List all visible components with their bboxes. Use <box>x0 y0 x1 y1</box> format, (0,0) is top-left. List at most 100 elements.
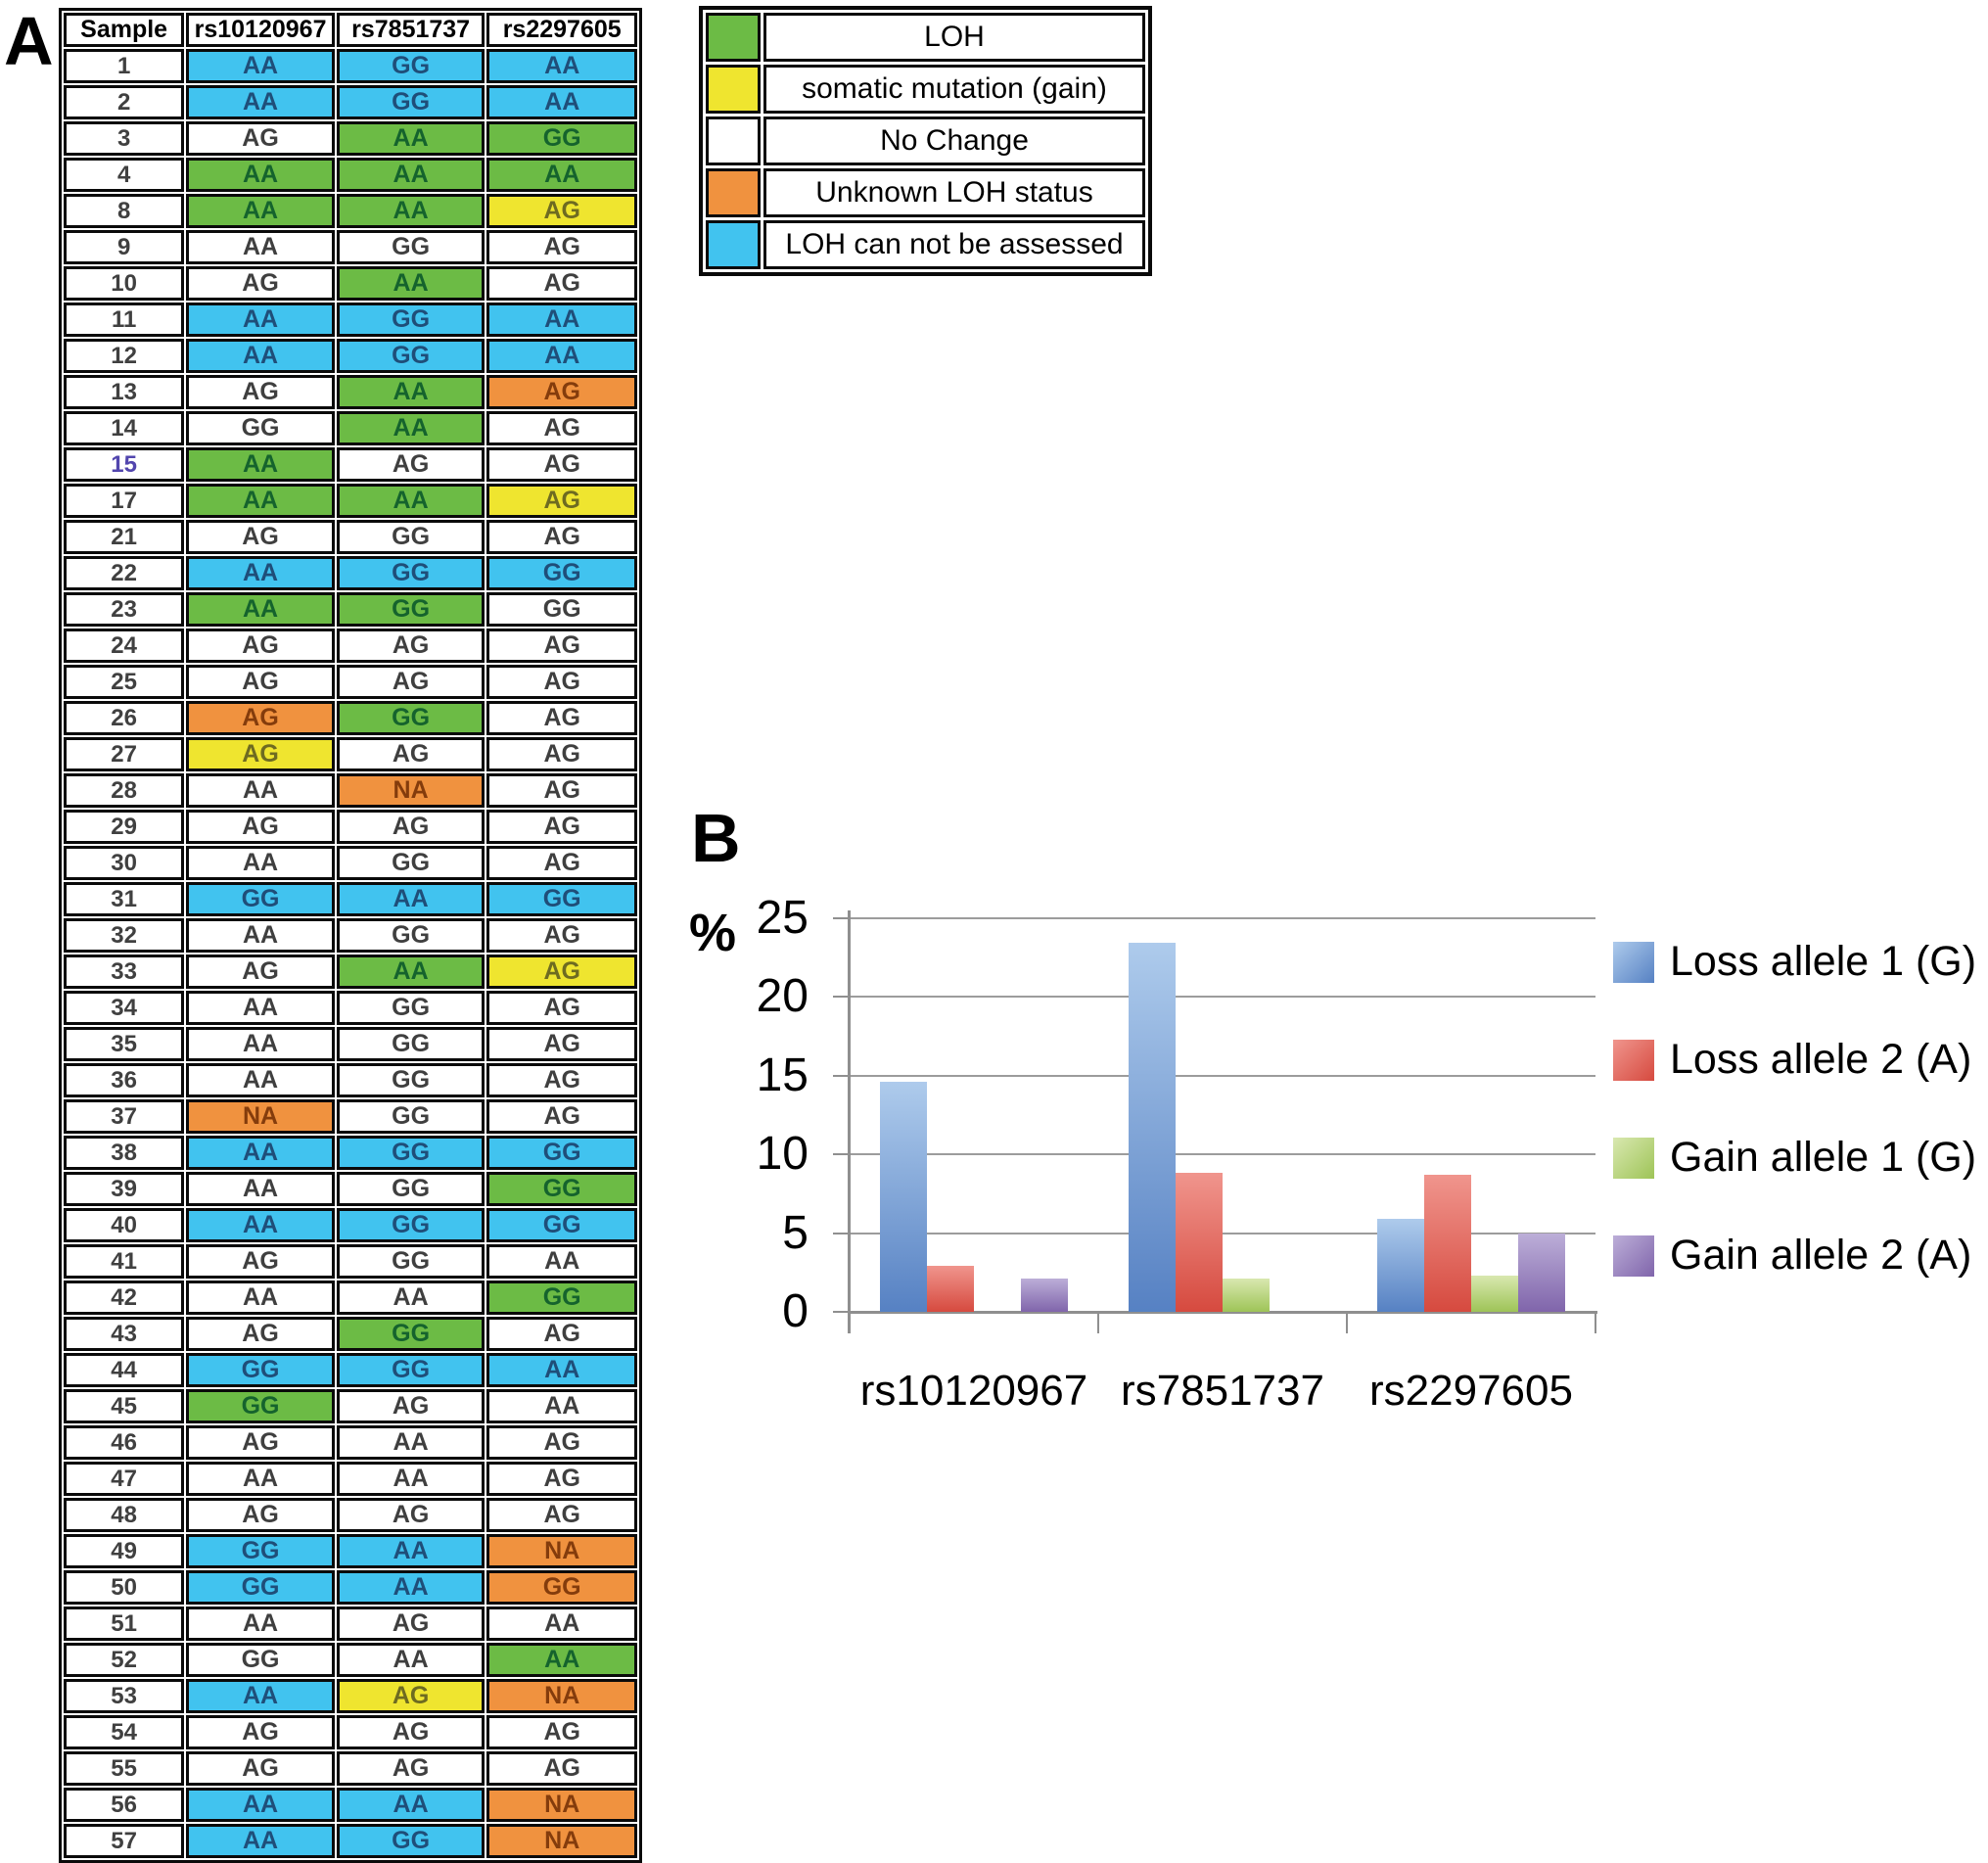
legend-label: somatic mutation (gain) <box>763 65 1145 114</box>
gridline <box>850 916 1595 919</box>
sample-cell: 46 <box>64 1425 185 1460</box>
chart-legend-swatch <box>1613 1234 1654 1277</box>
genotype-cell: AG <box>186 1425 335 1460</box>
genotype-cell: AG <box>486 484 637 518</box>
genotype-cell: AA <box>186 447 335 482</box>
genotype-cell: GG <box>336 1063 485 1097</box>
sample-cell: 52 <box>64 1643 185 1677</box>
legend-row: No Change <box>706 116 1145 165</box>
genotype-cell: GG <box>336 520 485 554</box>
sample-cell: 34 <box>64 991 185 1025</box>
table-row: 41 AG GG AA <box>64 1244 637 1279</box>
genotype-cell: AA <box>186 1208 335 1242</box>
table-row: 50 GG AA GG <box>64 1570 637 1605</box>
sample-cell: 10 <box>64 266 185 301</box>
table-row: 52 GG AA AA <box>64 1643 637 1677</box>
sample-cell: 42 <box>64 1281 185 1315</box>
genotype-cell: AG <box>486 1027 637 1061</box>
chart-legend-label: Loss allele 2 (A) <box>1670 1036 1972 1083</box>
genotype-cell: GG <box>186 411 335 445</box>
x-category-label: rs7851737 <box>1121 1367 1324 1415</box>
genotype-cell: AG <box>486 918 637 953</box>
genotype-cell: GG <box>486 1281 637 1315</box>
sample-cell: 22 <box>64 556 185 590</box>
chart-legend-swatch <box>1613 1039 1654 1081</box>
table-row: 10 AG AA AG <box>64 266 637 301</box>
genotype-cell: AA <box>336 1425 485 1460</box>
genotype-cell: AA <box>186 230 335 264</box>
genotype-cell: AA <box>336 955 485 989</box>
genotype-cell: GG <box>336 303 485 337</box>
sample-cell: 55 <box>64 1751 185 1786</box>
table-row: 29 AG AG AG <box>64 810 637 844</box>
column-header-rs7851737: rs7851737 <box>336 13 485 47</box>
y-tick-label: 15 <box>756 1048 809 1101</box>
gridline <box>850 1074 1595 1077</box>
sample-cell: 45 <box>64 1389 185 1423</box>
genotype-cell: GG <box>186 1643 335 1677</box>
bar-loss-allele-1-g- <box>1377 1219 1424 1312</box>
genotype-cell: AA <box>186 1281 335 1315</box>
genotype-cell: AA <box>186 773 335 808</box>
table-row: 14 GG AA AG <box>64 411 637 445</box>
genotype-cell: AG <box>486 701 637 735</box>
chart-legend-label: Loss allele 1 (G) <box>1670 938 1977 985</box>
chart-legend-swatch <box>1613 1137 1654 1179</box>
y-tick-label: 20 <box>756 970 809 1022</box>
genotype-cell: GG <box>486 1172 637 1206</box>
genotype-cell: GG <box>336 1244 485 1279</box>
genotype-cell: AA <box>186 1824 335 1858</box>
genotype-cell: AG <box>486 411 637 445</box>
genotype-cell: AG <box>336 665 485 699</box>
genotype-cell: GG <box>186 882 335 916</box>
table-row: 48 AG AG AG <box>64 1498 637 1532</box>
genotype-cell: AG <box>186 375 335 409</box>
sample-cell: 38 <box>64 1136 185 1170</box>
sample-cell: 35 <box>64 1027 185 1061</box>
sample-cell: 3 <box>64 121 185 156</box>
legend-row: Unknown LOH status <box>706 168 1145 217</box>
genotype-cell: GG <box>486 1208 637 1242</box>
genotype-cell: AA <box>186 556 335 590</box>
table-row: 55 AG AG AG <box>64 1751 637 1786</box>
sample-cell: 13 <box>64 375 185 409</box>
genotype-cell: AA <box>486 1643 637 1677</box>
genotype-cell: AA <box>186 303 335 337</box>
sample-cell: 24 <box>64 629 185 663</box>
genotype-cell: AA <box>186 592 335 627</box>
chart-legend-item: Gain allele 1 (G) <box>1613 1134 1976 1182</box>
sample-cell: 37 <box>64 1099 185 1134</box>
genotype-cell: NA <box>486 1679 637 1713</box>
genotype-cell: AG <box>186 737 335 771</box>
table-row: 35 AA GG AG <box>64 1027 637 1061</box>
table-row: 11 AA GG AA <box>64 303 637 337</box>
genotype-cell: AA <box>486 1607 637 1641</box>
genotype-cell: AG <box>486 991 637 1025</box>
genotype-cell: AG <box>186 1715 335 1749</box>
panel-a-label: A <box>4 3 54 79</box>
genotype-cell: AG <box>336 1715 485 1749</box>
y-axis-tick <box>833 1074 850 1077</box>
genotype-cell: AG <box>336 447 485 482</box>
genotype-cell: GG <box>336 1824 485 1858</box>
genotype-cell: GG <box>336 1099 485 1134</box>
genotype-cell: AG <box>186 810 335 844</box>
genotype-cell: AA <box>336 1462 485 1496</box>
table-row: 36 AA GG AG <box>64 1063 637 1097</box>
legend-color-swatch <box>706 168 761 217</box>
genotype-cell: AG <box>486 266 637 301</box>
chart-legend-label: Gain allele 2 (A) <box>1670 1232 1972 1279</box>
genotype-cell: AA <box>336 1788 485 1822</box>
y-axis-tick <box>833 996 850 998</box>
genotype-cell: GG <box>486 592 637 627</box>
sample-cell: 56 <box>64 1788 185 1822</box>
table-row: 49 GG AA NA <box>64 1534 637 1568</box>
panel-b-label: B <box>691 800 741 876</box>
genotype-cell: AA <box>336 882 485 916</box>
table-row: 51 AA AG AA <box>64 1607 637 1641</box>
table-row: 3 AG AA GG <box>64 121 637 156</box>
x-axis-tick <box>1595 1312 1596 1333</box>
genotype-cell: AA <box>336 194 485 228</box>
y-axis-line <box>848 909 851 1333</box>
sample-cell: 36 <box>64 1063 185 1097</box>
